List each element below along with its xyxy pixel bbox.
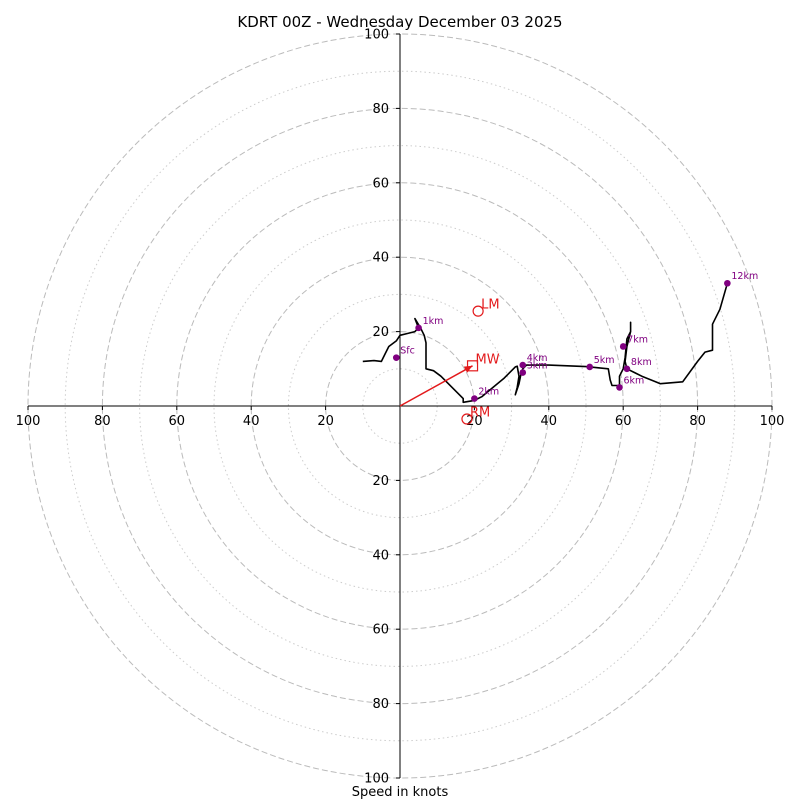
- height-marker-3km: [519, 369, 527, 376]
- height-marker-4km: [519, 361, 527, 369]
- height-label-12km: 12km: [731, 271, 758, 282]
- y-tick-label: 100: [364, 28, 389, 43]
- x-tick-label: 80: [689, 414, 706, 429]
- height-marker-6km: [616, 384, 623, 391]
- x-tick-label: 100: [760, 414, 785, 429]
- height-label-5km: 5km: [594, 355, 615, 366]
- y-tick-label: 60: [372, 176, 389, 191]
- x-tick-label: 20: [317, 414, 334, 429]
- y-tick-label: 80: [372, 102, 389, 117]
- x-tick-label: 20: [466, 414, 483, 429]
- height-label-Sfc: Sfc: [400, 346, 415, 357]
- y-tick-label: 40: [372, 251, 389, 266]
- x-tick-label: 60: [169, 414, 186, 429]
- height-marker-7km: [619, 343, 627, 350]
- x-tick-label: 40: [243, 414, 260, 429]
- storm-marker-MW: [466, 360, 479, 372]
- x-tick-label: 60: [615, 414, 632, 429]
- storm-label-RM: RM: [470, 406, 490, 421]
- height-label-1km: 1km: [423, 316, 444, 327]
- mean-wind-arrowhead: [463, 365, 473, 373]
- tick-labels: 100 100 100 100 80 80 80 80 60 60 60 60 40 40 40 40 20 20…: [16, 28, 785, 787]
- y-tick-label: 20: [372, 474, 389, 489]
- mean-wind-vector: [399, 365, 473, 407]
- height-marker-Sfc: [392, 354, 400, 361]
- height-marker-12km: [724, 279, 731, 287]
- storm-marker-RM: [461, 413, 473, 425]
- x-tick-label: 100: [16, 414, 41, 429]
- height-marker-8km: [623, 365, 631, 373]
- x-axis-label: Speed in knots: [352, 785, 449, 800]
- chart-title: KDRT 00Z - Wednesday December 03 2025: [237, 13, 562, 31]
- height-label-3km: 3km: [527, 361, 548, 372]
- hodograph-series: Sfc 1km 2km 4km 5km 3km 6km 7km 8km 12km LM MW RM: [362, 271, 758, 425]
- y-tick-label: 80: [372, 697, 389, 712]
- y-tick-label: 100: [364, 772, 389, 787]
- y-tick-label: 40: [372, 548, 389, 563]
- storm-label-MW: MW: [476, 352, 500, 367]
- hodograph-trace: [362, 282, 729, 404]
- height-marker-5km: [586, 363, 594, 371]
- height-label-6km: 6km: [623, 375, 644, 386]
- x-tick-label: 40: [541, 414, 558, 429]
- y-tick-label: 60: [372, 623, 389, 638]
- height-label-7km: 7km: [627, 334, 648, 345]
- storm-label-LM: LM: [481, 298, 499, 313]
- height-label-2km: 2km: [478, 387, 499, 398]
- storm-marker-LM: [472, 305, 484, 317]
- height-marker-2km: [471, 395, 478, 402]
- y-tick-label: 20: [372, 325, 389, 340]
- height-label-4km: 4km: [527, 353, 548, 364]
- height-label-8km: 8km: [631, 357, 652, 368]
- x-tick-label: 80: [94, 414, 111, 429]
- height-marker-1km: [415, 324, 422, 332]
